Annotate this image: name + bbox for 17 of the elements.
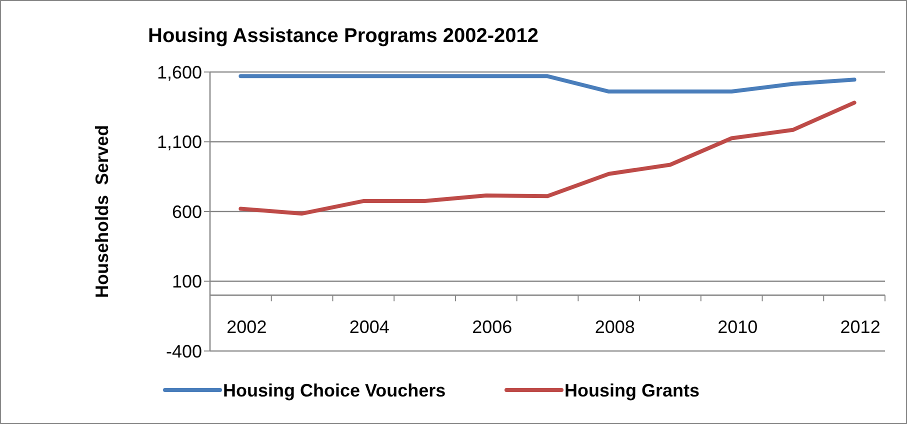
chart-title: Housing Assistance Programs 2002-2012 <box>148 25 539 47</box>
line-series <box>238 74 856 94</box>
y-tick-label: -400 <box>166 341 202 362</box>
x-tick-label: 2008 <box>594 317 635 338</box>
y-tick-label: 600 <box>172 202 202 222</box>
y-tick-label: 100 <box>172 272 202 292</box>
y-tick-label: 1,600 <box>156 62 202 82</box>
y-axis-title: Households Served <box>92 124 112 298</box>
x-tick-label: 2004 <box>349 317 390 338</box>
line-series <box>238 100 856 216</box>
x-tick-label: 2010 <box>718 317 758 338</box>
x-tick-label: 2006 <box>472 317 512 338</box>
y-tick-label: 1,100 <box>156 132 202 152</box>
x-tick-label: 2002 <box>226 317 267 338</box>
x-tick-label: 2012 <box>840 317 880 338</box>
legend-label: Housing Grants <box>564 380 700 400</box>
legend-label: Housing Choice Vouchers <box>223 380 446 400</box>
